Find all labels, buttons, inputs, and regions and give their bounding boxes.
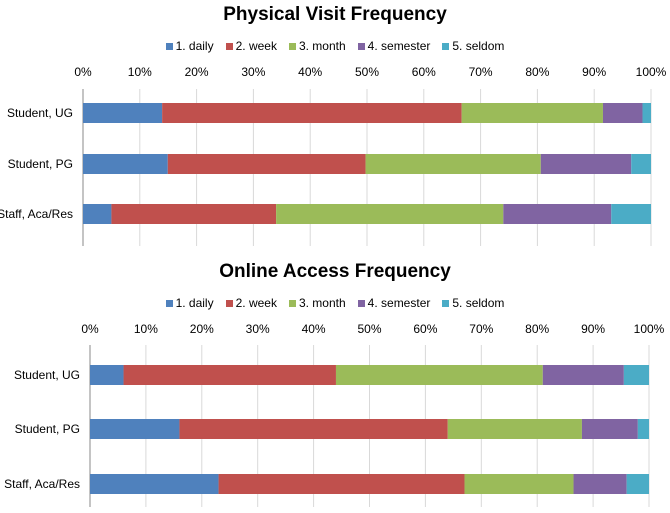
bar-segment — [637, 419, 649, 439]
x-tick-label: 90% — [582, 65, 606, 79]
bar-segment — [218, 474, 465, 494]
bar-segment — [167, 154, 366, 174]
bar-segment — [365, 154, 541, 174]
bar-segment — [276, 204, 504, 224]
bar-segment — [83, 154, 168, 174]
x-tick-label: 50% — [357, 322, 381, 336]
physical-visit-chart: Physical Visit Frequency 1. daily 2. week… — [0, 0, 670, 256]
x-tick-label: 20% — [190, 322, 214, 336]
legend-entry: 4. semester — [357, 39, 431, 53]
bar-segment — [335, 365, 543, 385]
online-access-chart: Online Access Frequency 1. daily 2. week 3… — [0, 257, 670, 513]
x-tick-label: 100% — [636, 65, 667, 79]
bar-segment — [90, 365, 124, 385]
bar-segment — [162, 103, 462, 123]
bar-segment — [581, 419, 638, 439]
bar-segment — [123, 365, 336, 385]
legend-swatch — [357, 42, 365, 50]
bar-segment — [111, 204, 277, 224]
category-label: Student, UG — [7, 106, 73, 120]
x-tick-label: 30% — [241, 65, 265, 79]
chart-title: Physical Visit Frequency — [223, 4, 447, 25]
legend-entry: 2. week — [225, 296, 277, 310]
category-label: Student, PG — [8, 157, 73, 171]
chart-legend: 1. daily 2. week 3. month 4. semester 5. sel… — [0, 296, 670, 310]
legend-label: 2. week — [235, 296, 277, 310]
legend-label: 1. daily — [175, 39, 214, 53]
x-tick-label: 0% — [81, 322, 99, 336]
bar-segment — [631, 154, 651, 174]
legend-label: 3. month — [298, 39, 346, 53]
legend-label: 4. semester — [367, 296, 431, 310]
x-tick-label: 30% — [246, 322, 270, 336]
bar-segment — [90, 419, 180, 439]
x-tick-label: 40% — [298, 65, 322, 79]
x-tick-label: 60% — [412, 65, 436, 79]
bar-segment — [464, 474, 574, 494]
x-tick-label: 60% — [413, 322, 437, 336]
legend-swatch — [288, 299, 296, 307]
bar-segment — [83, 103, 163, 123]
x-tick-label: 70% — [469, 65, 493, 79]
bar-segment — [179, 419, 448, 439]
legend-swatch — [442, 299, 450, 307]
bar-segment — [461, 103, 603, 123]
x-tick-label: 20% — [185, 65, 209, 79]
legend-entry: 1. daily — [165, 39, 214, 53]
legend-label: 2. week — [235, 39, 277, 53]
legend-entry: 2. week — [225, 39, 277, 53]
chart-title: Online Access Frequency — [219, 261, 451, 282]
chart-legend: 1. daily 2. week 3. month 4. semester 5. sel… — [0, 39, 670, 53]
bar-segment — [573, 474, 627, 494]
bar-segment — [540, 154, 632, 174]
legend-label: 1. daily — [175, 296, 214, 310]
x-tick-label: 80% — [525, 322, 549, 336]
x-tick-label: 0% — [74, 65, 92, 79]
bar-segment — [611, 204, 651, 224]
legend-label: 5. seldom — [452, 39, 505, 53]
legend-label: 3. month — [298, 296, 346, 310]
legend-swatch — [225, 42, 233, 50]
bar-segment — [503, 204, 612, 224]
legend-swatch — [288, 42, 296, 50]
x-tick-label: 90% — [581, 322, 605, 336]
bar-segment — [90, 474, 219, 494]
bar-segment — [542, 365, 624, 385]
x-tick-label: 70% — [469, 322, 493, 336]
legend-label: 5. seldom — [452, 296, 505, 310]
x-tick-label: 80% — [525, 65, 549, 79]
legend-swatch — [357, 299, 365, 307]
bar-segment — [602, 103, 643, 123]
category-label: Staff, Aca/Res — [0, 207, 73, 221]
bar-segment — [83, 204, 112, 224]
legend-entry: 3. month — [288, 39, 346, 53]
legend-swatch — [225, 299, 233, 307]
plot-area: 0% 10% 20% 30% 40% 50% 60% 70% 80% 90% 100% Student… — [0, 65, 667, 246]
legend-swatch — [442, 42, 450, 50]
category-label: Staff, Aca/Res — [4, 477, 80, 491]
bar-segment — [447, 419, 582, 439]
legend-entry: 3. month — [288, 296, 346, 310]
bar-segment — [642, 103, 651, 123]
plot-area: 0% 10% 20% 30% 40% 50% 60% 70% 80% 90% 100% Student… — [4, 322, 665, 507]
legend-entry: 4. semester — [357, 296, 431, 310]
legend-label: 4. semester — [367, 39, 431, 53]
legend-swatch — [165, 299, 173, 307]
x-tick-label: 50% — [355, 65, 379, 79]
x-tick-label: 40% — [302, 322, 326, 336]
legend-swatch — [165, 42, 173, 50]
legend-entry: 5. seldom — [442, 39, 504, 53]
bar-segment — [623, 365, 649, 385]
category-label: Student, PG — [15, 422, 80, 436]
legend-entry: 5. seldom — [442, 296, 504, 310]
bar-segment — [626, 474, 649, 494]
legend-entry: 1. daily — [165, 296, 214, 310]
category-label: Student, UG — [14, 368, 80, 382]
x-tick-label: 100% — [634, 322, 665, 336]
x-tick-label: 10% — [134, 322, 158, 336]
x-tick-label: 10% — [128, 65, 152, 79]
